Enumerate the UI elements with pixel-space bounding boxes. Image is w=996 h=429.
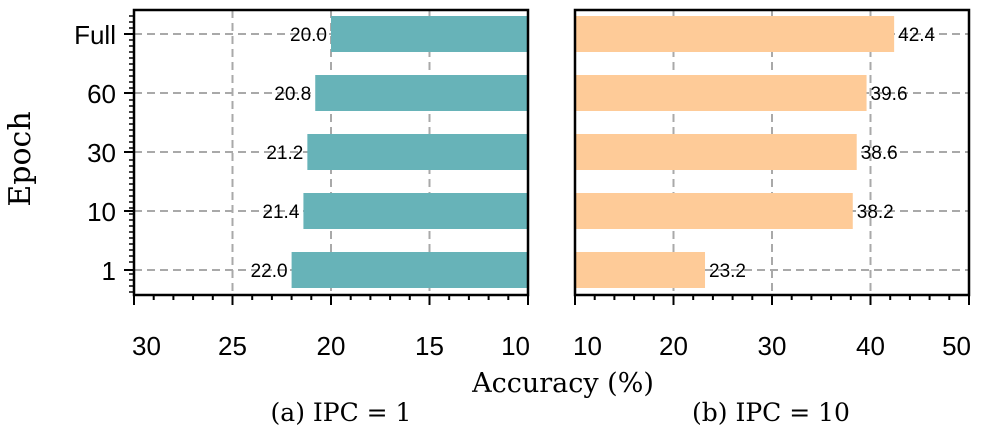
caption-a: (a) IPC = 1 bbox=[271, 398, 412, 427]
bar-value-label: 22.0 bbox=[251, 261, 288, 282]
x-tick-label: 50 bbox=[942, 331, 971, 361]
bar-epoch-1 bbox=[291, 252, 528, 288]
y-tick-label: Full bbox=[74, 20, 116, 50]
bar-value-label: 21.4 bbox=[262, 202, 299, 223]
x-tick-label: 40 bbox=[856, 331, 885, 361]
x-axis-label: Accuracy (%) bbox=[471, 368, 654, 399]
bar-epoch-60 bbox=[575, 75, 867, 111]
bar-value-label: 38.2 bbox=[857, 202, 894, 223]
x-tick-label: 15 bbox=[415, 331, 444, 361]
y-tick-label: 30 bbox=[87, 138, 116, 168]
bar-value-label: 20.0 bbox=[290, 25, 327, 46]
x-tick-label: 20 bbox=[317, 331, 346, 361]
bar-epoch-30 bbox=[307, 134, 528, 170]
x-tick-label: 30 bbox=[132, 331, 161, 361]
x-tick-label: 25 bbox=[218, 331, 247, 361]
y-tick-label: 60 bbox=[87, 79, 116, 109]
bar-epoch-full bbox=[331, 16, 528, 52]
panel-ipc-10: 23.2 38.2 38.6 39.6 42.4 10 20 30 40 50 bbox=[573, 8, 971, 361]
bar-epoch-10 bbox=[575, 193, 853, 229]
bar-epoch-1 bbox=[575, 252, 706, 288]
panel-ipc-1: 22.0 21.4 21.2 20.8 20.0 30 25 20 15 10 1 10 30 60 Ful… bbox=[74, 8, 530, 361]
bar-value-label: 20.8 bbox=[274, 84, 311, 105]
bar-value-label: 42.4 bbox=[898, 25, 935, 46]
y-tick-label: 1 bbox=[102, 256, 116, 286]
y-tick-label: 10 bbox=[87, 197, 116, 227]
x-tick-label: 10 bbox=[501, 331, 530, 361]
bar-epoch-full bbox=[575, 16, 895, 52]
bar-value-label: 23.2 bbox=[709, 261, 746, 282]
bar-epoch-10 bbox=[303, 193, 528, 229]
bar-epoch-60 bbox=[315, 75, 528, 111]
bar-value-label: 39.6 bbox=[871, 84, 908, 105]
x-tick-label: 20 bbox=[659, 331, 688, 361]
x-tick-label: 10 bbox=[573, 331, 602, 361]
caption-b: (b) IPC = 10 bbox=[692, 398, 850, 427]
bar-value-label: 21.2 bbox=[266, 143, 303, 164]
y-axis-label: Epoch bbox=[3, 111, 38, 206]
x-tick-label: 30 bbox=[758, 331, 787, 361]
bar-value-label: 38.6 bbox=[861, 143, 898, 164]
bar-epoch-30 bbox=[575, 134, 857, 170]
